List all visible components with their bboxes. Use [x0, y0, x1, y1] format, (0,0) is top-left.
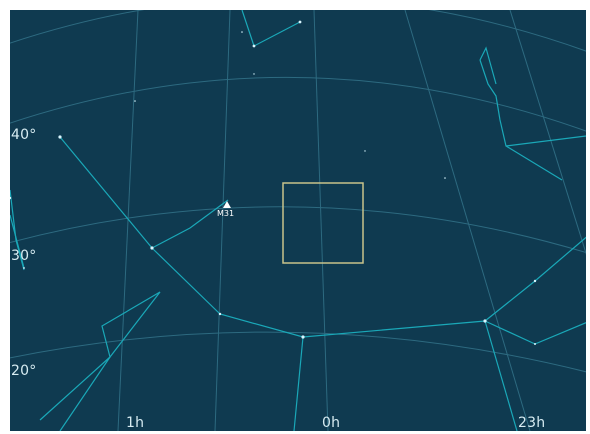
star: [252, 44, 256, 48]
star: [534, 343, 536, 345]
ra-line-22h: [509, 10, 586, 255]
constellation-pegasus-b: [293, 336, 304, 431]
dec-line-extra: [10, 10, 586, 52]
ra-line-1h30: [214, 10, 231, 431]
star: [301, 335, 305, 339]
star: [444, 177, 446, 179]
star: [23, 267, 25, 269]
constellation-lines: [10, 10, 586, 431]
ra-line-1h: [117, 10, 139, 431]
constellation-andromeda-branch: [151, 199, 229, 249]
constellation-lacerta: [241, 10, 301, 47]
ra-label-1h: 1h: [126, 415, 145, 431]
dec-line-30: [10, 206, 586, 254]
star: [134, 100, 136, 102]
star: [364, 150, 366, 152]
constellation-pegasus-a: [484, 320, 586, 345]
field-of-view-box[interactable]: [282, 182, 364, 264]
constellation-pegasus-c: [484, 320, 518, 431]
dec-label-30: 30°: [11, 248, 37, 264]
star: [298, 20, 302, 24]
star: [483, 319, 487, 323]
sky-chart-view[interactable]: M31 40° 30° 20° 1h 0h 23h: [10, 10, 586, 431]
stars: [10, 20, 537, 345]
dec-label-40: 40°: [11, 127, 37, 143]
triangle-icon[interactable]: [223, 201, 231, 208]
star: [58, 135, 62, 139]
constellation-pisces-b: [59, 291, 161, 431]
constellation-cassiopeia-b: [479, 46, 497, 85]
constellation-pisces-a: [39, 291, 161, 421]
dec-line-40: [10, 76, 586, 132]
star: [253, 73, 255, 75]
object-label-m31[interactable]: M31: [217, 209, 235, 218]
ra-label-0h: 0h: [322, 415, 341, 431]
dec-label-20: 20°: [11, 363, 37, 379]
star: [150, 246, 154, 250]
star: [10, 196, 12, 200]
ra-grid: [117, 10, 586, 431]
constellation-andromeda: [59, 136, 586, 338]
constellation-cassiopeia-c: [505, 135, 586, 147]
ra-label-23h: 23h: [518, 415, 546, 431]
ra-line-0h: [313, 10, 329, 431]
constellation-cassiopeia: [479, 59, 563, 181]
ra-line-23h: [404, 10, 531, 431]
dec-line-20: [10, 331, 586, 373]
star: [241, 31, 243, 33]
star: [218, 312, 222, 316]
constellation-triangulum: [10, 214, 25, 269]
sky-chart-canvas: [10, 10, 586, 431]
star: [533, 279, 537, 283]
declination-grid: [10, 10, 586, 373]
